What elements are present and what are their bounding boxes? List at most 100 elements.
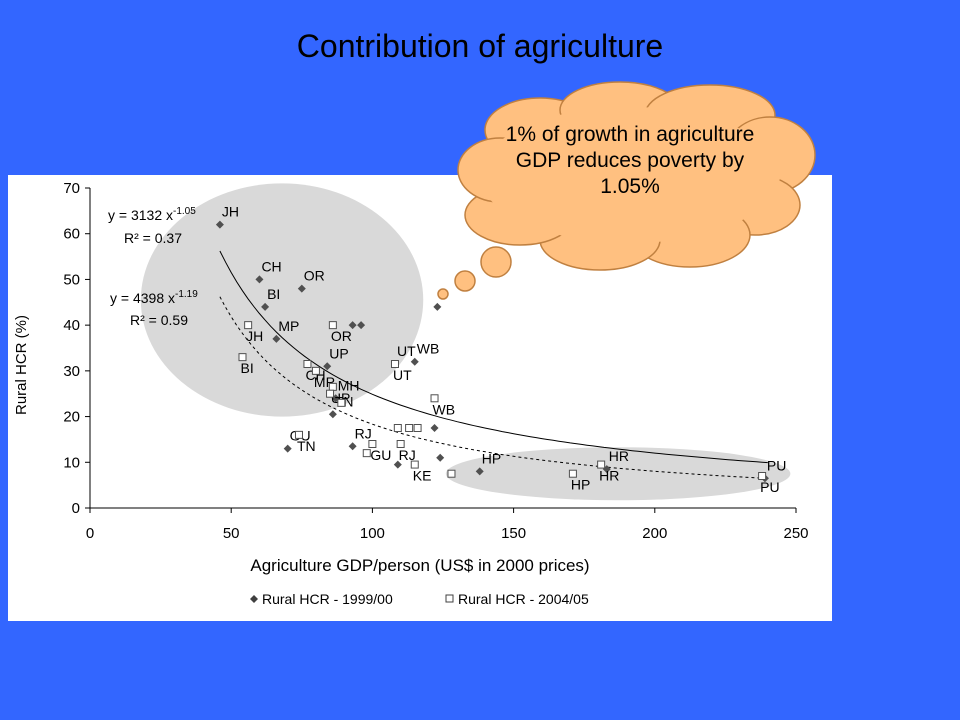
point-label-1999: UT bbox=[397, 343, 416, 359]
point-1999 bbox=[323, 362, 332, 371]
x-tick-label: 200 bbox=[642, 525, 667, 542]
point-2004 bbox=[430, 394, 439, 403]
x-tick-label: 150 bbox=[501, 525, 526, 542]
highlight-ellipse-low-gdp bbox=[140, 183, 424, 417]
axes-layer: 0 10 20 30 40 50 60 70 0 50 100 150 200 250 bbox=[63, 180, 808, 542]
point-1999 bbox=[410, 357, 419, 366]
legend-marker-2004 bbox=[445, 594, 454, 603]
y-tick-label: 0 bbox=[72, 500, 80, 517]
point-label-2004: UT bbox=[393, 367, 412, 383]
point-1999 bbox=[297, 284, 306, 293]
point-2004 bbox=[368, 440, 377, 448]
point-label-2004: TN bbox=[297, 438, 316, 454]
point-label-1999: OR bbox=[304, 268, 325, 284]
thought-dot-medium bbox=[454, 270, 476, 292]
point-label-1999: RJ bbox=[355, 425, 372, 441]
trend-equation-1999: y = 3132 x-1.05 bbox=[108, 206, 196, 223]
y-tick-label: 50 bbox=[63, 271, 80, 288]
point-label-2004: JH bbox=[246, 328, 263, 344]
point-label-2004: CH bbox=[305, 367, 325, 383]
highlight-layer bbox=[140, 183, 791, 501]
point-label-2004: GU bbox=[370, 447, 391, 463]
point-label-1999: WB bbox=[417, 341, 440, 357]
y-axis-title: Rural HCR (%) bbox=[13, 315, 30, 415]
x-tick-label: 0 bbox=[86, 525, 94, 542]
point-1999 bbox=[272, 334, 281, 343]
point-2004 bbox=[238, 353, 247, 362]
point-2004 bbox=[328, 321, 337, 330]
y-tick-label: 60 bbox=[63, 226, 80, 243]
point-label-2004: KE bbox=[413, 468, 432, 484]
point-2004 bbox=[294, 430, 303, 439]
point-1999 bbox=[255, 275, 264, 284]
scatter-chart: 0 10 20 30 40 50 60 70 0 50 100 150 200 250 JH CH BI OR M… bbox=[13, 180, 809, 607]
point-1999 bbox=[475, 467, 484, 476]
equation-layer: y = 3132 x-1.05 R² = 0.37 y = 4398 x-1.1… bbox=[108, 206, 198, 328]
point-label-2004: HP bbox=[571, 477, 590, 493]
point-2004 bbox=[362, 449, 371, 458]
y-tick-label: 20 bbox=[63, 409, 80, 426]
point-1999 bbox=[215, 220, 224, 229]
point-2004 bbox=[244, 321, 253, 330]
legend-label-1999: Rural HCR - 1999/00 bbox=[262, 591, 393, 607]
point-label-2004: BI bbox=[240, 360, 253, 376]
point-label-2004: PU bbox=[760, 479, 779, 495]
y-tick-label: 70 bbox=[63, 180, 80, 197]
point-label-2004: OR bbox=[331, 328, 352, 344]
point-1999 bbox=[328, 410, 337, 419]
y-tick-label: 40 bbox=[63, 317, 80, 334]
callout-text: 1% of growth in agriculture GDP reduces … bbox=[505, 123, 755, 198]
x-axis-title: Agriculture GDP/person (US$ in 2000 pric… bbox=[250, 556, 589, 575]
trend-r2-1999: R² = 0.37 bbox=[124, 230, 182, 246]
point-2004 bbox=[396, 440, 405, 448]
point-2004 bbox=[337, 398, 346, 407]
trend-r2-2004: R² = 0.59 bbox=[130, 312, 188, 328]
point-label-1999: BI bbox=[267, 286, 280, 302]
point-1999 bbox=[348, 321, 357, 330]
point-2004 bbox=[758, 472, 767, 480]
point-label-1999: PU bbox=[767, 457, 786, 473]
point-1999 bbox=[436, 453, 445, 462]
x-tick-label: 50 bbox=[223, 525, 240, 542]
point-1999 bbox=[261, 302, 270, 311]
point-label-1999: JH bbox=[222, 204, 239, 220]
point-label-2004: WB bbox=[433, 401, 456, 417]
highlight-ellipse-high-gdp bbox=[445, 447, 791, 501]
points-layer: JHCHBIORMPUPMHTNGURJUTWBHPHRPUJHBICHMPOR… bbox=[215, 204, 786, 495]
x-tick-label: 250 bbox=[783, 525, 808, 542]
point-2004 bbox=[597, 460, 606, 469]
legend-label-2004: Rural HCR - 2004/05 bbox=[458, 591, 589, 607]
point-2004 bbox=[568, 469, 577, 478]
point-1999 bbox=[283, 444, 292, 453]
point-2004 bbox=[447, 469, 456, 478]
point-label-1999: CH bbox=[261, 258, 281, 274]
trendline-2004 bbox=[219, 296, 768, 479]
point-label-1999: HP bbox=[482, 450, 501, 466]
thought-dot-small bbox=[437, 288, 449, 300]
trend-equation-2004: y = 4398 x-1.19 bbox=[110, 289, 198, 306]
point-2004 bbox=[405, 424, 414, 432]
point-2004 bbox=[390, 360, 399, 368]
point-2004 bbox=[326, 389, 335, 398]
point-1999 bbox=[430, 424, 439, 432]
point-label-2004: RJ bbox=[399, 447, 416, 463]
y-tick-label: 10 bbox=[63, 454, 80, 471]
point-1999 bbox=[433, 302, 442, 311]
slide-title: Contribution of agriculture bbox=[296, 28, 664, 64]
point-2004 bbox=[303, 360, 312, 368]
legend-marker-1999 bbox=[250, 595, 258, 603]
point-label-1999: MH bbox=[338, 377, 360, 393]
point-2004 bbox=[311, 366, 320, 375]
cloud-fill-cover bbox=[480, 107, 780, 243]
y-tick-label: 30 bbox=[63, 363, 80, 380]
point-1999 bbox=[357, 321, 366, 330]
point-label-1999: UP bbox=[329, 345, 348, 361]
thought-dot-large bbox=[480, 246, 512, 278]
point-label-1999: HR bbox=[609, 448, 629, 464]
point-2004 bbox=[393, 424, 402, 432]
legend: Rural HCR - 1999/00 Rural HCR - 2004/05 bbox=[250, 591, 589, 607]
point-label-1999: MP bbox=[278, 318, 299, 334]
point-1999 bbox=[393, 460, 402, 469]
point-2004 bbox=[413, 424, 422, 432]
